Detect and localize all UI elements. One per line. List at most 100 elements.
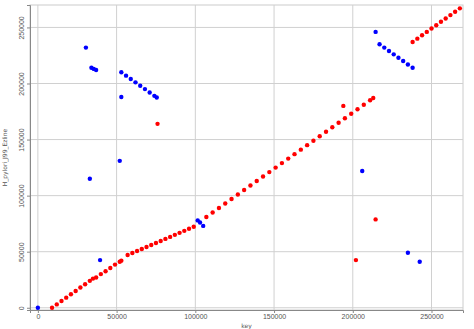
x-tick: 250000 <box>420 310 443 320</box>
grid-line <box>30 27 463 28</box>
point <box>373 30 377 34</box>
point <box>255 179 259 183</box>
point <box>187 227 191 231</box>
plot-frame <box>30 5 463 310</box>
point <box>292 152 296 156</box>
x-axis: 0 50000 100000 150000 200000 250000 <box>31 310 464 320</box>
point <box>119 258 123 262</box>
point <box>99 272 103 276</box>
point <box>118 159 122 163</box>
chart: 0 50000 100000 150000 200000 250000 0 50000 1000… <box>0 0 474 329</box>
point <box>73 289 77 293</box>
point <box>78 285 82 289</box>
point <box>420 33 424 37</box>
point <box>198 220 202 224</box>
point <box>138 84 142 88</box>
y-tick-label: 250000 <box>18 16 25 39</box>
point <box>125 253 129 257</box>
point <box>201 224 205 228</box>
point <box>406 62 410 66</box>
x-tick-label: 200000 <box>342 313 365 320</box>
x-tick: 150000 <box>263 310 286 320</box>
point <box>349 112 353 116</box>
x-tick-label: 50000 <box>107 313 127 320</box>
point <box>154 241 158 245</box>
point <box>341 104 345 108</box>
point <box>168 235 172 239</box>
y-tick: 0 <box>18 306 30 310</box>
point <box>418 260 422 264</box>
point <box>88 177 92 181</box>
point <box>163 237 167 241</box>
point <box>425 30 429 34</box>
point <box>140 247 144 251</box>
grid-line <box>30 139 463 140</box>
point <box>343 116 347 120</box>
series <box>50 6 462 310</box>
point <box>261 174 265 178</box>
x-tick-label: 150000 <box>263 313 286 320</box>
point <box>299 147 303 151</box>
point <box>223 201 227 205</box>
point <box>336 121 340 125</box>
point <box>362 103 366 107</box>
grid-line <box>431 5 432 310</box>
y-tick: 250000 <box>18 16 30 39</box>
grid <box>30 5 463 310</box>
y-tick-label: 150000 <box>18 128 25 151</box>
y-tick-mark <box>27 140 30 141</box>
point <box>192 225 196 229</box>
y-tick-label: 50000 <box>18 242 25 262</box>
grid-line <box>352 5 353 310</box>
y-tick-mark <box>27 308 30 309</box>
x-axis-title: key <box>241 322 252 329</box>
point <box>360 169 364 173</box>
point <box>330 125 334 129</box>
point <box>355 107 359 111</box>
x-tick: 50000 <box>107 310 127 320</box>
y-tick-mark <box>27 196 30 197</box>
grid-line <box>195 5 196 310</box>
point <box>204 215 208 219</box>
point <box>133 80 137 84</box>
y-tick: 100000 <box>18 184 30 207</box>
point <box>98 258 102 262</box>
point <box>64 295 68 299</box>
point <box>147 90 151 94</box>
point <box>410 40 414 44</box>
point <box>429 26 433 30</box>
point <box>135 249 139 253</box>
y-tick-mark <box>27 83 30 84</box>
point <box>392 52 396 56</box>
point <box>177 231 181 235</box>
point <box>273 165 277 169</box>
x-tick: 0 <box>36 310 40 320</box>
point <box>108 266 112 270</box>
point <box>36 306 40 310</box>
point <box>149 243 153 247</box>
y-tick-mark <box>27 27 30 28</box>
point <box>155 95 159 99</box>
point <box>410 66 414 70</box>
x-tick-label: 100000 <box>184 313 207 320</box>
point <box>371 96 375 100</box>
grid-line <box>30 251 463 252</box>
x-axis-line <box>31 311 464 314</box>
y-tick-label: 0 <box>18 306 25 310</box>
point <box>377 42 381 46</box>
point <box>55 302 59 306</box>
point <box>248 183 252 187</box>
point <box>373 217 377 221</box>
grid-line <box>37 5 38 310</box>
grid-line <box>30 307 463 308</box>
point <box>236 192 240 196</box>
x-tick-label: 250000 <box>420 313 443 320</box>
x-tick: 200000 <box>342 310 365 320</box>
point <box>448 13 452 17</box>
point <box>415 36 419 40</box>
point <box>173 233 177 237</box>
point <box>130 251 134 255</box>
point <box>210 210 214 214</box>
point <box>119 70 123 74</box>
point <box>84 45 88 49</box>
